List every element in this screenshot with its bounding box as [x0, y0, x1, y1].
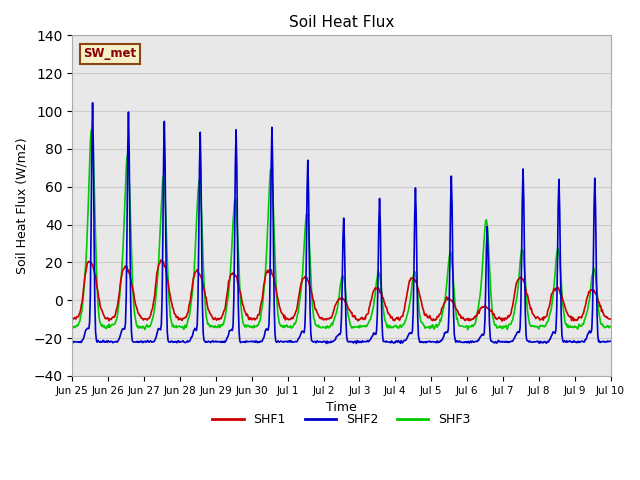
Line: SHF2: SHF2: [72, 103, 611, 344]
Y-axis label: Soil Heat Flux (W/m2): Soil Heat Flux (W/m2): [15, 137, 28, 274]
Legend: SHF1, SHF2, SHF3: SHF1, SHF2, SHF3: [207, 408, 476, 431]
Title: Soil Heat Flux: Soil Heat Flux: [289, 15, 394, 30]
Line: SHF3: SHF3: [72, 130, 611, 329]
Line: SHF1: SHF1: [72, 260, 611, 321]
X-axis label: Time: Time: [326, 401, 357, 414]
Text: SW_met: SW_met: [83, 48, 136, 60]
